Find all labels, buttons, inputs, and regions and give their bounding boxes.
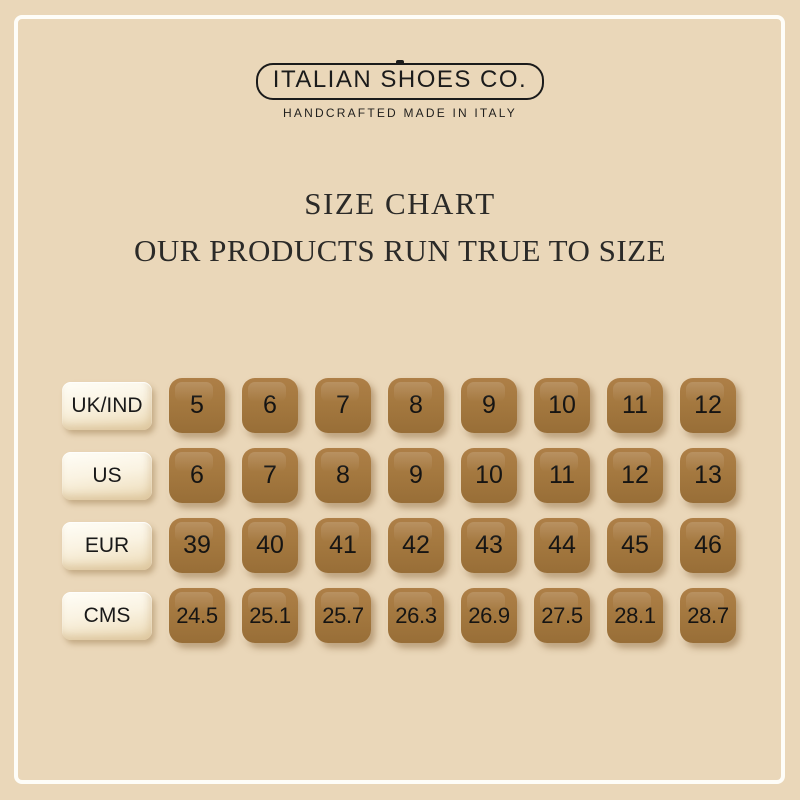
row-header-tile-eur: EUR — [62, 521, 152, 570]
brand-header: ITALIAN SHOES CO. HANDCRAFTED MADE IN IT… — [0, 60, 800, 120]
size-values-eur: 39 40 41 42 43 44 45 46 — [169, 518, 736, 573]
size-tile: 5 — [169, 378, 225, 433]
page-title: SIZE CHART — [304, 186, 496, 221]
size-values-uk-ind: 5 6 7 8 9 10 11 12 — [169, 378, 736, 433]
size-tile: 42 — [388, 518, 444, 573]
size-tile: 28.1 — [607, 588, 663, 643]
size-tile: 6 — [242, 378, 298, 433]
size-tile: 26.3 — [388, 588, 444, 643]
size-tile: 12 — [607, 448, 663, 503]
brand-tagline: HANDCRAFTED MADE IN ITALY — [283, 106, 517, 120]
size-tile: 39 — [169, 518, 225, 573]
size-tile: 44 — [534, 518, 590, 573]
size-tile: 12 — [680, 378, 736, 433]
size-tile: 28.7 — [680, 588, 736, 643]
row-header-tile-cms: CMS — [62, 591, 152, 640]
size-tile: 13 — [680, 448, 736, 503]
size-tile: 11 — [607, 378, 663, 433]
size-tile: 9 — [461, 378, 517, 433]
size-tile: 40 — [242, 518, 298, 573]
size-tile: 7 — [315, 378, 371, 433]
size-tile: 46 — [680, 518, 736, 573]
size-conversion-table: UK/IND 5 6 7 8 9 10 11 12 US 6 7 8 9 10 11 12 13 EUR 39 40 41… — [62, 378, 736, 658]
size-tile: 25.1 — [242, 588, 298, 643]
size-tile: 10 — [461, 448, 517, 503]
size-tile: 45 — [607, 518, 663, 573]
size-tile: 25.7 — [315, 588, 371, 643]
brand-logo-text: ITALIAN SHOES CO. — [272, 66, 528, 93]
size-tile: 26.9 — [461, 588, 517, 643]
size-tile: 43 — [461, 518, 517, 573]
size-tile: 7 — [242, 448, 298, 503]
size-row-eur: EUR 39 40 41 42 43 44 45 46 — [62, 518, 736, 573]
row-header-tile-us: US — [62, 451, 152, 500]
page-subtitle: OUR PRODUCTS RUN TRUE TO SIZE — [133, 233, 667, 268]
row-header-tile-uk-ind: UK/IND — [62, 381, 152, 430]
size-tile: 9 — [388, 448, 444, 503]
size-tile: 10 — [534, 378, 590, 433]
size-tile: 41 — [315, 518, 371, 573]
size-values-cms: 24.5 25.1 25.7 26.3 26.9 27.5 28.1 28.7 — [169, 588, 736, 643]
brand-logo: ITALIAN SHOES CO. — [255, 63, 545, 100]
size-tile: 24.5 — [169, 588, 225, 643]
size-row-us: US 6 7 8 9 10 11 12 13 — [62, 448, 736, 503]
size-row-cms: CMS 24.5 25.1 25.7 26.3 26.9 27.5 28.1 28.7 — [62, 588, 736, 643]
size-row-uk-ind: UK/IND 5 6 7 8 9 10 11 12 — [62, 378, 736, 433]
size-tile: 8 — [388, 378, 444, 433]
size-tile: 27.5 — [534, 588, 590, 643]
size-tile: 8 — [315, 448, 371, 503]
size-values-us: 6 7 8 9 10 11 12 13 — [169, 448, 736, 503]
size-tile: 11 — [534, 448, 590, 503]
headings: SIZE CHART OUR PRODUCTS RUN TRUE TO SIZE — [0, 186, 800, 269]
logo-tick-mark — [396, 60, 404, 65]
size-tile: 6 — [169, 448, 225, 503]
